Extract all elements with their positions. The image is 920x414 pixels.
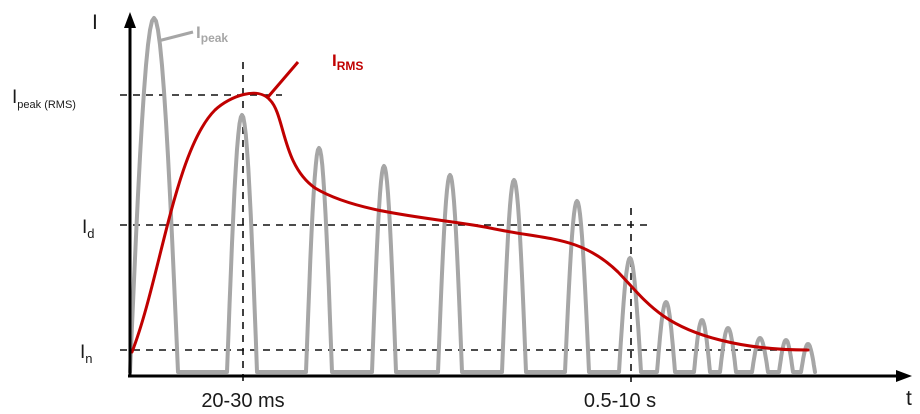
rms-current-curve bbox=[130, 91, 810, 354]
t1-label: 20-30 ms bbox=[201, 390, 284, 412]
rms-curve-label: IRMS bbox=[332, 51, 363, 73]
x-axis-label: t bbox=[906, 387, 912, 410]
x-axis-arrow bbox=[896, 370, 912, 382]
y-axis-arrow bbox=[124, 12, 136, 28]
in-label: In bbox=[80, 342, 93, 366]
peak-current-waveform bbox=[128, 16, 817, 374]
peak-curve-label: Ipeak bbox=[196, 23, 228, 45]
rms-label-leader bbox=[266, 61, 300, 98]
t2-label: 0.5-10 s bbox=[584, 390, 656, 412]
peak-label-leader bbox=[157, 30, 194, 43]
y-axis-label: I bbox=[92, 11, 98, 34]
id-label: Id bbox=[82, 217, 95, 241]
ipeak-rms-label: Ipeak (RMS) bbox=[12, 87, 76, 111]
